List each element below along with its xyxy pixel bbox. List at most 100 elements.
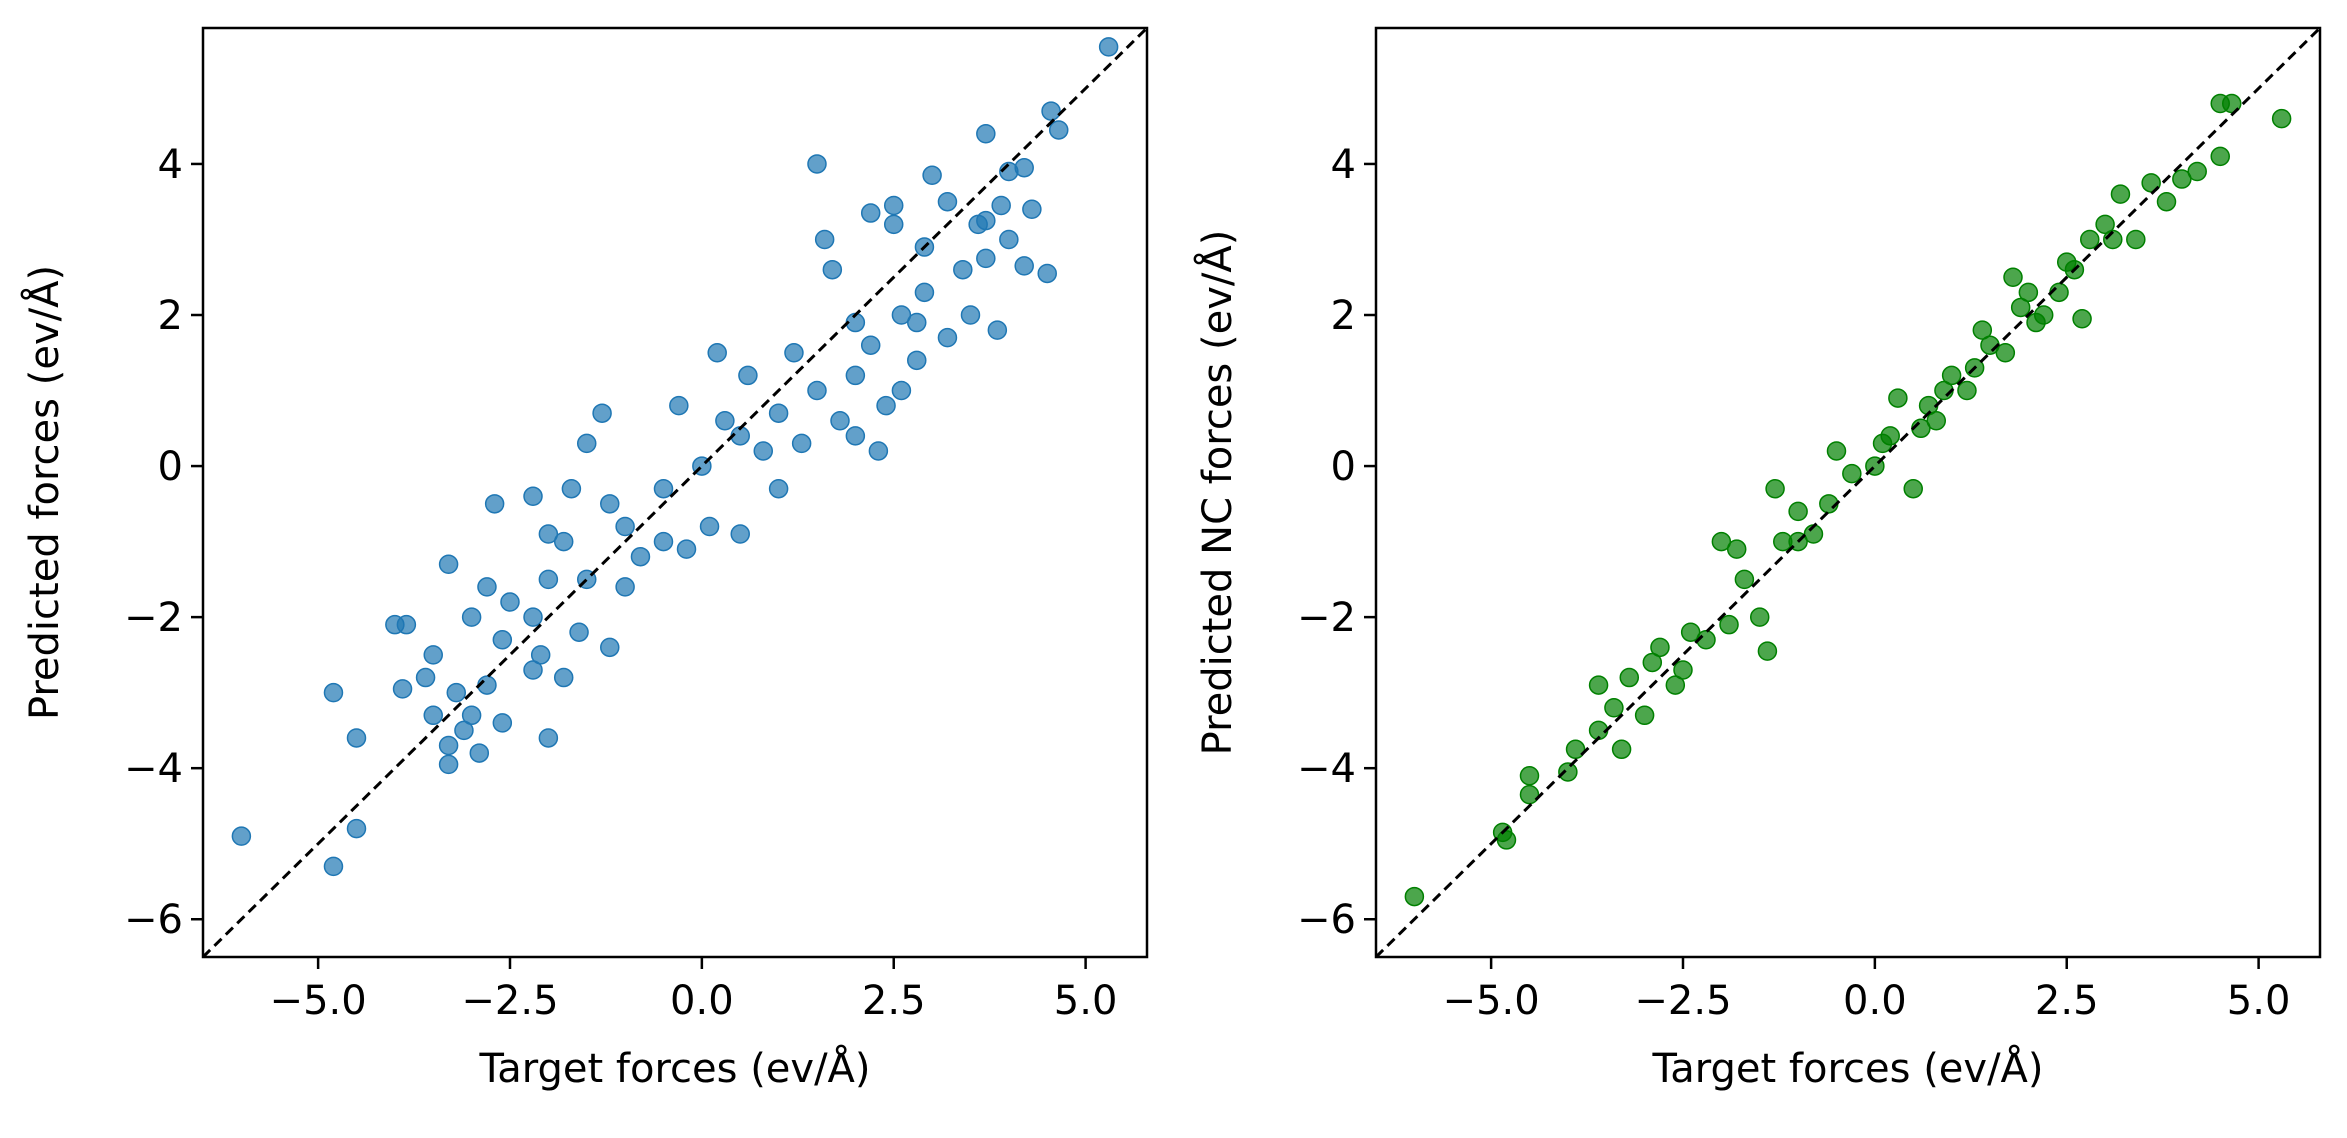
data-point bbox=[814, 229, 835, 250]
data-point bbox=[1926, 410, 1947, 431]
data-point bbox=[768, 403, 789, 423]
data-point bbox=[914, 282, 935, 303]
data-point bbox=[523, 607, 543, 627]
data-point bbox=[1098, 37, 1119, 57]
data-point bbox=[1680, 622, 1701, 642]
y-tick-label: −6 bbox=[1297, 897, 1356, 943]
data-point bbox=[1941, 365, 1962, 386]
data-point bbox=[669, 395, 689, 416]
data-point bbox=[2026, 312, 2046, 333]
data-point bbox=[2003, 267, 2023, 287]
data-point bbox=[454, 720, 474, 741]
data-point bbox=[484, 494, 505, 514]
data-point bbox=[830, 410, 850, 431]
data-point bbox=[1519, 784, 1540, 805]
data-point bbox=[807, 380, 827, 401]
axes-frame bbox=[201, 26, 1149, 959]
data-point bbox=[438, 754, 459, 775]
data-point bbox=[845, 365, 866, 386]
data-point bbox=[891, 380, 912, 401]
data-point bbox=[1665, 675, 1686, 695]
data-point bbox=[876, 395, 896, 416]
data-point bbox=[1048, 120, 1069, 140]
data-point bbox=[1711, 531, 1732, 552]
data-point bbox=[976, 210, 996, 231]
y-tick-label: −2 bbox=[124, 595, 183, 641]
data-point bbox=[492, 630, 513, 650]
data-point bbox=[937, 191, 958, 212]
data-point bbox=[715, 410, 735, 431]
data-point bbox=[1757, 641, 1778, 661]
data-point bbox=[791, 433, 812, 454]
data-point bbox=[2018, 282, 2039, 303]
data-point bbox=[2080, 229, 2100, 250]
data-point bbox=[438, 735, 459, 756]
data-point bbox=[699, 516, 720, 537]
data-point bbox=[561, 478, 582, 499]
data-point bbox=[999, 229, 1019, 250]
data-point bbox=[976, 123, 996, 144]
data-point bbox=[2010, 297, 2031, 318]
data-point bbox=[477, 577, 497, 597]
data-point bbox=[615, 516, 635, 537]
data-point bbox=[1496, 830, 1517, 850]
data-point bbox=[676, 539, 697, 559]
y-axis-label: Predicted NC forces (ev/Å) bbox=[1193, 230, 1241, 756]
data-point bbox=[500, 592, 520, 612]
data-point bbox=[446, 682, 467, 703]
reference-line bbox=[201, 26, 1149, 959]
data-point bbox=[1014, 157, 1034, 178]
x-tick-label: 5.0 bbox=[1054, 978, 1118, 1024]
data-point bbox=[2271, 108, 2292, 129]
data-point bbox=[1903, 478, 1923, 499]
data-point bbox=[868, 441, 889, 461]
x-axis-label: Target forces (ev/Å) bbox=[1651, 1044, 2043, 1092]
data-point bbox=[523, 660, 543, 680]
x-axis-label: Target forces (ev/Å) bbox=[478, 1044, 870, 1092]
x-axis: −5.0 −2.5 0.0 2.5 5.0 bbox=[1443, 957, 2291, 1024]
data-point bbox=[991, 195, 1011, 216]
y-tick-label: 0 bbox=[158, 444, 183, 490]
data-point bbox=[883, 195, 904, 216]
data-point bbox=[423, 645, 443, 665]
data-point bbox=[653, 531, 674, 552]
data-point bbox=[2110, 184, 2131, 204]
data-point bbox=[1842, 463, 1862, 484]
data-point bbox=[2172, 169, 2192, 189]
x-tick-label: 0.0 bbox=[670, 978, 734, 1024]
chart-right-predicted-nc-forces: −5.0 −2.5 0.0 2.5 5.0 −6 −4 −2 0 2 4 Target force… bbox=[1193, 26, 2322, 1092]
chart-left-predicted-forces: −5.0 −2.5 0.0 2.5 5.0 −6 −4 −2 0 2 4 Target force… bbox=[20, 26, 1149, 1092]
data-point bbox=[423, 705, 443, 726]
x-tick-label: 5.0 bbox=[2227, 978, 2291, 1024]
scatter-points bbox=[1404, 93, 2292, 907]
x-tick-label: −5.0 bbox=[1443, 978, 1540, 1024]
data-point bbox=[1765, 478, 1785, 499]
data-point bbox=[523, 486, 543, 507]
data-point bbox=[987, 320, 1008, 340]
data-point bbox=[461, 607, 482, 627]
data-point bbox=[753, 441, 774, 461]
data-point bbox=[1404, 886, 1425, 907]
data-point bbox=[2210, 146, 2230, 167]
data-point bbox=[922, 165, 942, 186]
data-point bbox=[1719, 614, 1739, 635]
data-point bbox=[738, 365, 758, 386]
data-point bbox=[1880, 426, 1900, 446]
data-point bbox=[323, 682, 344, 703]
data-point bbox=[937, 327, 958, 348]
data-point bbox=[1041, 101, 1061, 121]
y-tick-label: 4 bbox=[158, 142, 183, 188]
reference-line bbox=[1374, 26, 2322, 959]
data-point bbox=[822, 259, 843, 280]
data-point bbox=[860, 335, 881, 355]
data-point bbox=[1611, 739, 1632, 760]
data-point bbox=[346, 818, 367, 839]
x-tick-label: 0.0 bbox=[1843, 978, 1907, 1024]
data-point bbox=[630, 546, 651, 567]
data-point bbox=[1619, 667, 1640, 688]
x-tick-label: 2.5 bbox=[2035, 978, 2099, 1024]
data-point bbox=[2095, 214, 2115, 235]
data-point bbox=[907, 350, 927, 371]
data-point bbox=[2221, 93, 2242, 114]
